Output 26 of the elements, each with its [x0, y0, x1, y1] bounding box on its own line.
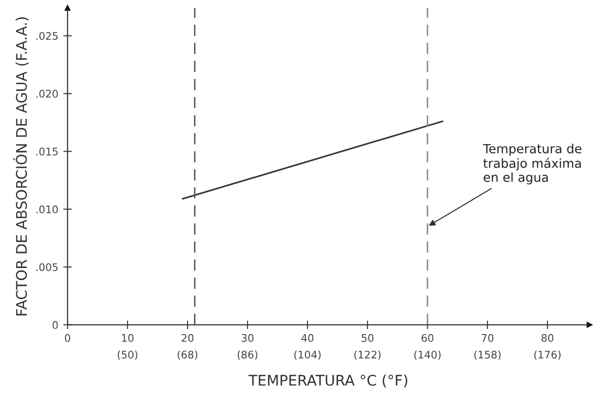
- x-tick-label: 50: [362, 334, 374, 342]
- x2-tick-label: (158): [474, 350, 501, 360]
- y-tick-label: .025: [36, 32, 58, 40]
- x2-tick-label: (176): [534, 350, 561, 360]
- x2-tick-label: (50): [118, 350, 138, 360]
- x-tick-label: 70: [482, 334, 494, 342]
- x-tick-label: 30: [242, 334, 254, 342]
- x2-tick-label: (104): [294, 350, 321, 360]
- x2-tick-label: (68): [178, 350, 198, 360]
- x-tick-label: 60: [422, 334, 434, 342]
- x2-tick-label: (122): [354, 350, 381, 360]
- y-tick-label: 0: [52, 321, 58, 329]
- y-tick-label: .010: [36, 205, 58, 214]
- y-axis-title: FACTOR DE ABSORCIÓN DE AGUA (F.A.A.): [13, 17, 29, 316]
- x-tick-label: 40: [301, 334, 314, 342]
- x-tick-label: 80: [542, 334, 554, 342]
- y-tick-label: .020: [36, 90, 58, 98]
- x-tick-label: 20: [182, 334, 194, 342]
- x-axis-title: TEMPERATURA °C (°F): [248, 374, 408, 388]
- annotation: Temperatura de trabajo máxima en el agua: [482, 144, 582, 184]
- x2-tick-label: (140): [414, 350, 441, 360]
- y-tick-label: .015: [36, 148, 58, 156]
- x-tick-label: 10: [122, 334, 134, 342]
- y-tick-label: .005: [36, 263, 58, 272]
- x-tick-label: 0: [64, 334, 70, 342]
- x2-tick-label: (86): [238, 350, 258, 360]
